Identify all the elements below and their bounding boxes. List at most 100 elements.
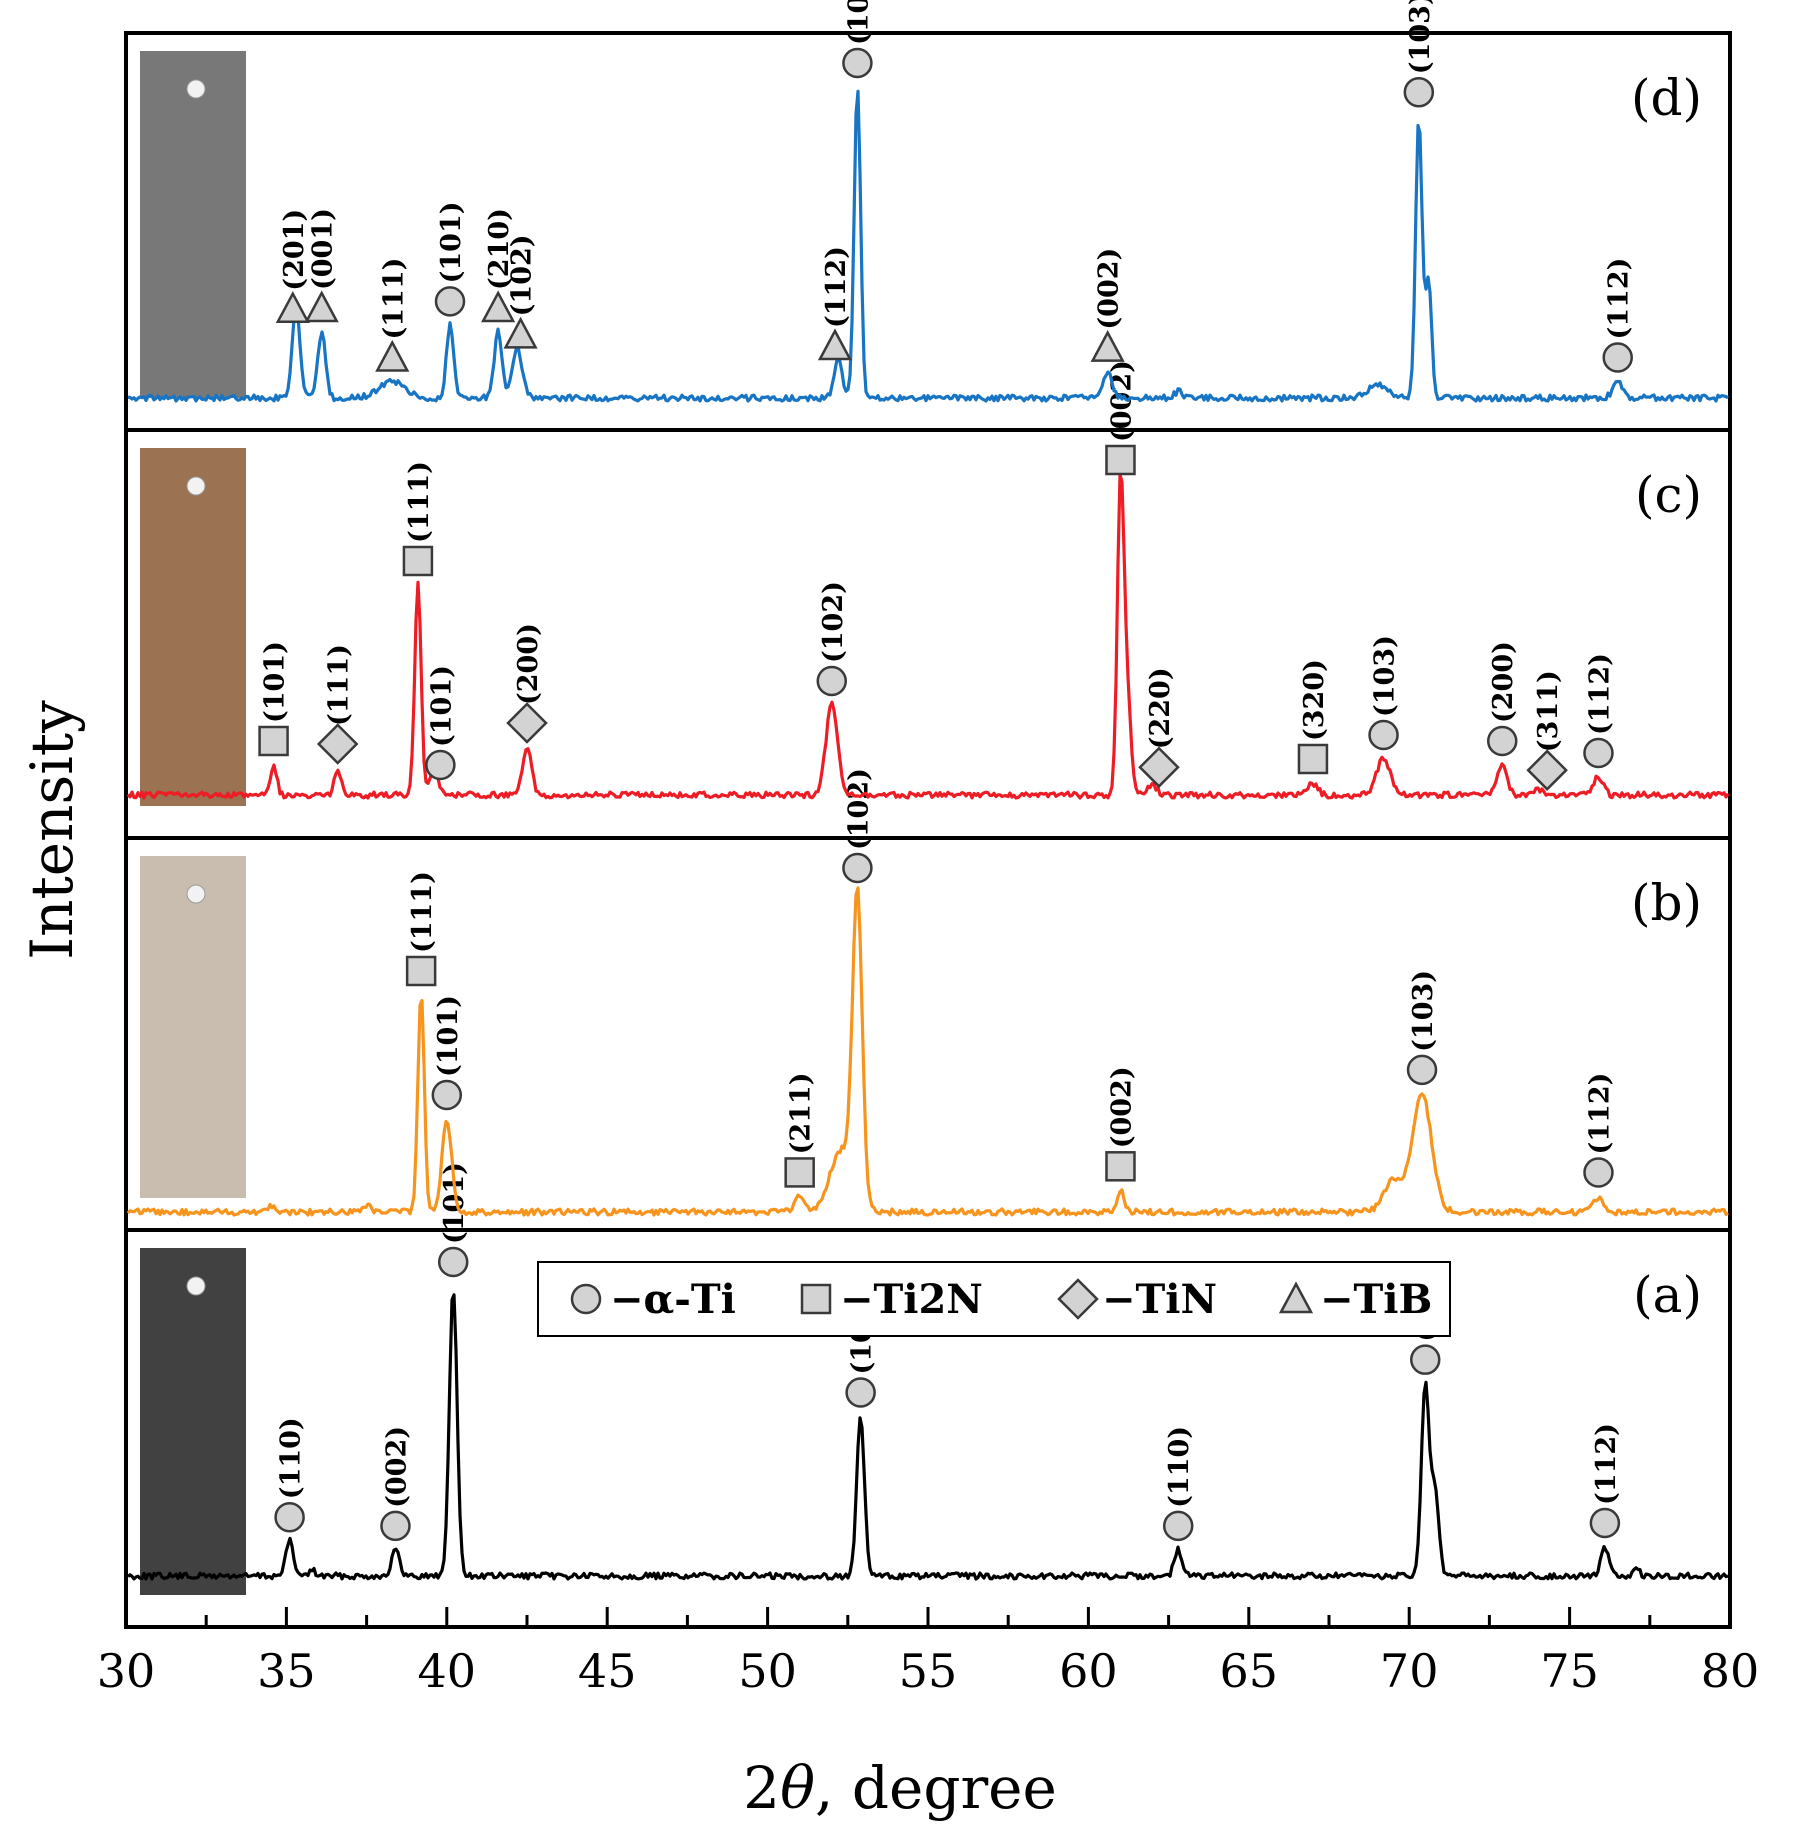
legend: −α-Ti −Ti2N −TiN −TiB <box>537 1261 1451 1337</box>
x-tick-label: 65 <box>1220 1644 1279 1698</box>
diamond-marker-icon <box>1057 1278 1099 1320</box>
xrd-pattern-c <box>126 472 1730 800</box>
x-tick-label: 55 <box>899 1644 958 1698</box>
legend-item-label: −α-Ti <box>610 1276 736 1323</box>
square-marker-icon <box>1297 743 1329 775</box>
peak-label: (201) <box>279 209 310 291</box>
triangle-marker-icon <box>503 316 538 349</box>
peak-label: (200) <box>1488 641 1519 723</box>
peak-label: (101) <box>426 665 457 747</box>
panels-layer: (a) (110) (002) (101) (102) (110) (103) (112) (b… <box>124 0 1732 1629</box>
sample-hole <box>186 79 206 99</box>
panel-label: (b) <box>1631 874 1702 932</box>
circle-marker-icon <box>816 665 848 697</box>
circle-marker-icon <box>431 1079 463 1111</box>
panel-b: (b)(111)(101)(211)(102)(002)(103)(112) <box>124 768 1732 1232</box>
triangle-marker-icon <box>375 339 410 372</box>
peak-label: (311) <box>1533 670 1564 752</box>
xrd-pattern-b <box>126 886 1729 1217</box>
panel-label: (d) <box>1631 69 1702 127</box>
circle-marker-icon <box>274 1501 305 1533</box>
peak-label: (111) <box>324 644 355 726</box>
triangle-marker-icon <box>1090 329 1125 362</box>
square-marker-icon <box>258 725 289 757</box>
triangle-marker-icon <box>1278 1281 1314 1314</box>
x-tick-label: 35 <box>257 1644 316 1698</box>
peak-label: (320) <box>1299 659 1330 741</box>
circle-marker-icon <box>1589 1507 1621 1539</box>
peak-label: (101) <box>260 641 291 723</box>
peak-label: (001) <box>308 208 339 290</box>
square-marker-icon <box>405 955 437 987</box>
x-tick-label: 75 <box>1540 1644 1599 1698</box>
sample-photo <box>140 51 246 398</box>
sample-hole <box>186 1276 206 1296</box>
square-marker-icon <box>1105 444 1136 476</box>
diamond-marker-icon <box>1526 749 1568 791</box>
peak-label: (102) <box>843 0 874 45</box>
circle-marker-icon <box>1583 737 1614 769</box>
peak-label: (101) <box>436 201 467 283</box>
circle-marker-icon <box>1409 1344 1441 1375</box>
circle-marker-icon <box>1403 76 1435 108</box>
circle-marker-icon <box>842 47 873 79</box>
xrd-pattern-a <box>126 1293 1729 1581</box>
peak-label: (103) <box>1405 0 1436 74</box>
peak-label: (101) <box>433 995 464 1077</box>
square-marker-icon <box>1105 1151 1136 1182</box>
legend-item-label: −TiB <box>1320 1276 1432 1323</box>
peak-label: (103) <box>1370 635 1401 717</box>
diamond-marker-icon <box>316 723 359 765</box>
sample-photo <box>140 1248 246 1595</box>
circle-marker-icon <box>425 749 456 781</box>
peak-label: (102) <box>818 581 849 663</box>
square-marker-icon <box>784 1157 815 1188</box>
peak-label: (110) <box>276 1417 307 1499</box>
xrd-pattern-d <box>128 89 1729 403</box>
peak-label: (112) <box>1591 1423 1622 1505</box>
square-marker-icon <box>800 1283 832 1315</box>
triangle-marker-icon <box>275 291 310 323</box>
peak-label: (002) <box>1106 1066 1137 1148</box>
x-tick-label: 40 <box>418 1644 477 1698</box>
circle-marker-icon <box>1583 1157 1614 1188</box>
x-tick-label: 50 <box>738 1644 797 1698</box>
peak-label: (200) <box>513 623 544 705</box>
sample-hole <box>186 476 206 496</box>
circle-marker-icon <box>845 1377 876 1408</box>
peak-label: (111) <box>407 871 438 953</box>
peak-label: (211) <box>786 1073 817 1155</box>
peak-label: (112) <box>821 246 852 328</box>
peak-label: (112) <box>1584 1073 1615 1155</box>
circle-marker-icon <box>1602 342 1633 373</box>
peak-label: (220) <box>1145 667 1176 749</box>
circle-marker-icon <box>570 1283 602 1315</box>
peak-label: (112) <box>1604 258 1635 340</box>
sample-hole <box>186 884 206 904</box>
legend-item-label: −Ti2N <box>840 1276 983 1323</box>
peak-label: (111) <box>404 461 435 543</box>
peak-label: (002) <box>381 1426 412 1508</box>
sample-photo <box>140 856 246 1198</box>
panel-c: (c)(101) (111)(111)(101)(200)(102)(002)(2… <box>124 360 1732 840</box>
diamond-marker-icon <box>1138 746 1180 789</box>
x-axis-title: 2θ, degree <box>743 1754 1057 1822</box>
circle-marker-icon <box>1406 1054 1438 1086</box>
circle-marker-icon <box>842 852 873 884</box>
peak-label: (002) <box>1094 248 1125 330</box>
peak-label: (110) <box>1164 1426 1195 1508</box>
x-tick-label: 45 <box>578 1644 637 1698</box>
circle-marker-icon <box>434 286 466 317</box>
peak-label: (103) <box>1408 970 1439 1052</box>
circle-marker-icon <box>1162 1510 1194 1542</box>
legend-item-label: −TiN <box>1102 1276 1217 1323</box>
x-tick-label: 30 <box>97 1644 156 1698</box>
x-tick-label: 70 <box>1380 1644 1439 1698</box>
triangle-marker-icon <box>304 290 339 323</box>
x-tick-label: 80 <box>1701 1644 1760 1698</box>
panel-frame <box>124 31 1732 432</box>
triangle-marker-icon <box>481 290 516 323</box>
x-axis: 30 35 40 45 50 55 60 65 70 75 80 <box>97 1607 1760 1698</box>
circle-marker-icon <box>437 1246 469 1278</box>
